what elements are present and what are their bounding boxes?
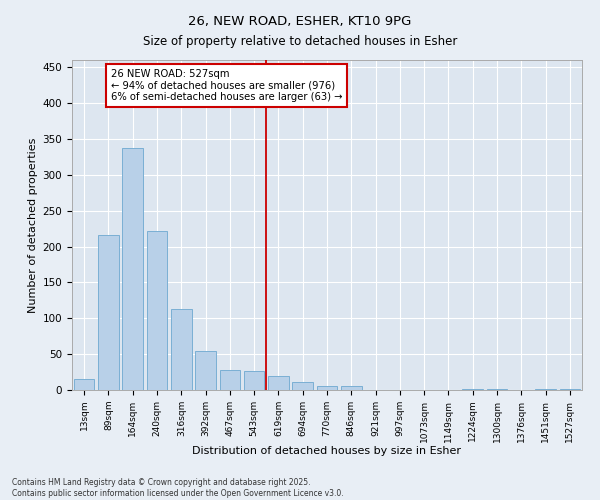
Text: 26, NEW ROAD, ESHER, KT10 9PG: 26, NEW ROAD, ESHER, KT10 9PG bbox=[188, 15, 412, 28]
Bar bbox=[463, 388, 483, 390]
Bar bbox=[171, 309, 191, 390]
Text: Size of property relative to detached houses in Esher: Size of property relative to detached ho… bbox=[143, 35, 457, 48]
Bar bbox=[341, 386, 362, 390]
Bar bbox=[74, 379, 94, 390]
Y-axis label: Number of detached properties: Number of detached properties bbox=[28, 138, 38, 312]
Bar bbox=[195, 350, 216, 390]
Bar bbox=[292, 382, 313, 390]
Bar bbox=[122, 148, 143, 390]
Bar bbox=[268, 376, 289, 390]
Text: 26 NEW ROAD: 527sqm
← 94% of detached houses are smaller (976)
6% of semi-detach: 26 NEW ROAD: 527sqm ← 94% of detached ho… bbox=[111, 68, 343, 102]
Text: Contains HM Land Registry data © Crown copyright and database right 2025.
Contai: Contains HM Land Registry data © Crown c… bbox=[12, 478, 344, 498]
X-axis label: Distribution of detached houses by size in Esher: Distribution of detached houses by size … bbox=[193, 446, 461, 456]
Bar bbox=[317, 386, 337, 390]
Bar bbox=[98, 235, 119, 390]
Bar bbox=[146, 230, 167, 390]
Bar bbox=[244, 372, 265, 390]
Bar bbox=[220, 370, 240, 390]
